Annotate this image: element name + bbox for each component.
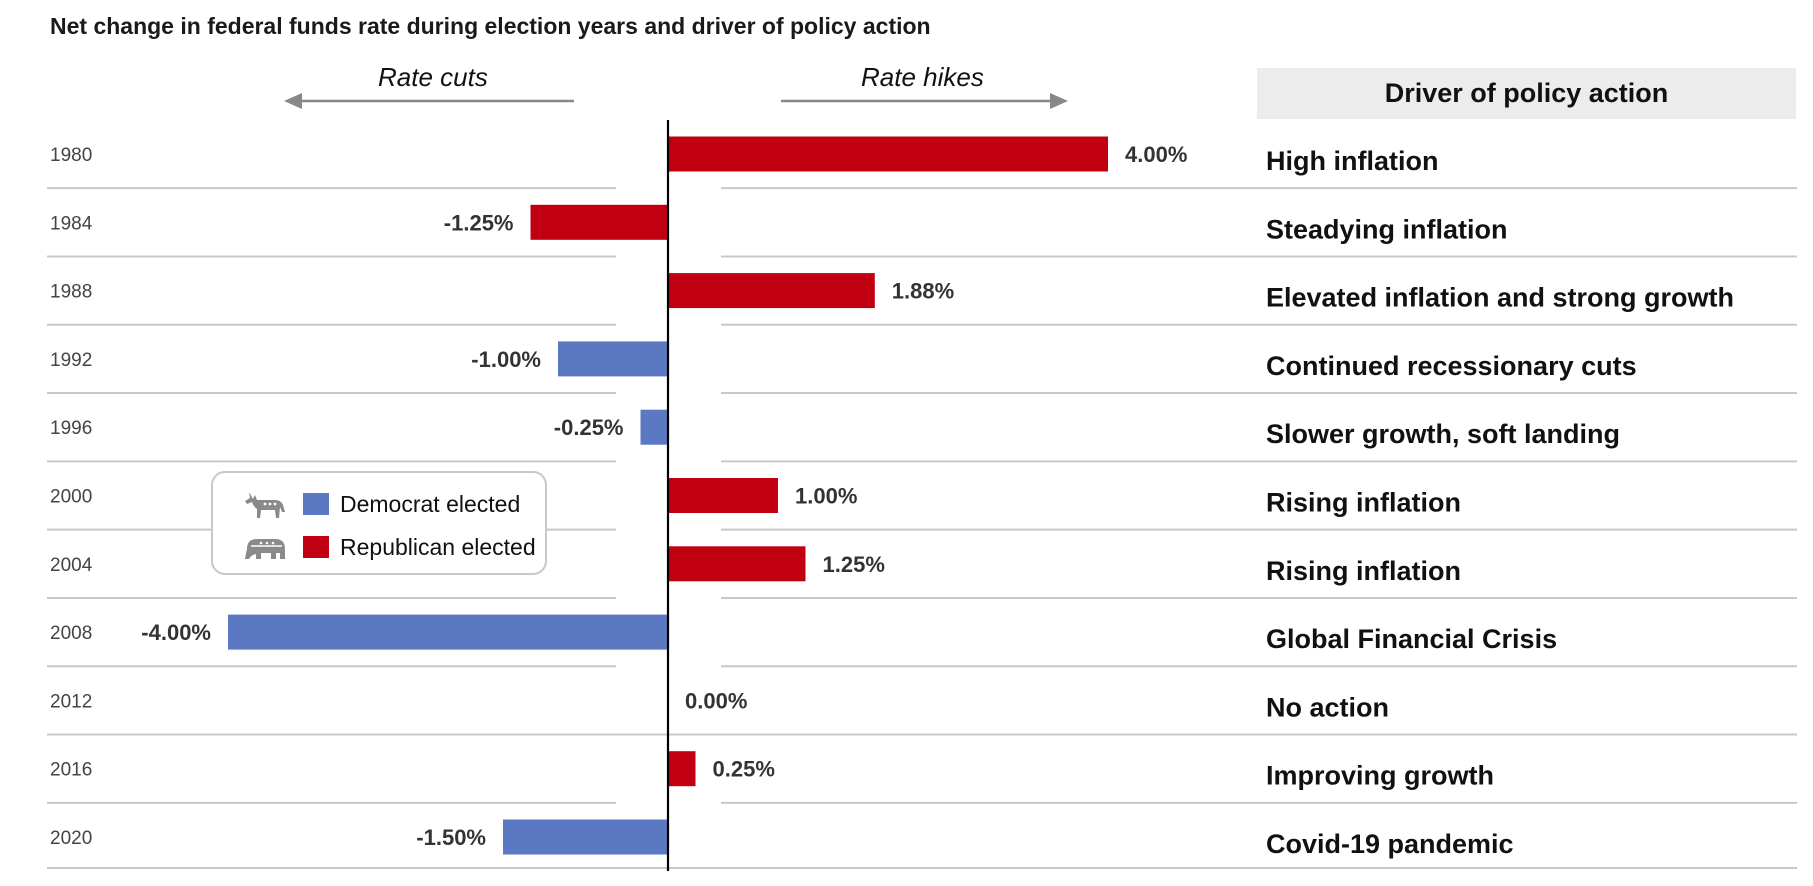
driver-label: Covid-19 pandemic: [1266, 829, 1514, 859]
value-label: -1.25%: [444, 210, 514, 235]
driver-label: Rising inflation: [1266, 556, 1461, 586]
rate-hikes-label: Rate hikes: [861, 62, 984, 92]
year-label: 1988: [50, 282, 92, 303]
year-label: 2000: [50, 487, 92, 508]
elephant-icon: [245, 539, 285, 559]
driver-label: Improving growth: [1266, 761, 1494, 791]
value-label: 0.25%: [713, 757, 775, 782]
year-label: 2008: [50, 623, 92, 644]
year-label: 1980: [50, 145, 92, 166]
rate-hikes-arrow-head: [1050, 93, 1068, 109]
chart-rows: 1980 4.00% High inflation 1984 -1.25% Steadyi…: [47, 136, 1797, 869]
value-label: -4.00%: [141, 620, 211, 645]
value-label: 1.25%: [823, 552, 885, 577]
direction-arrows: [284, 93, 1068, 109]
driver-column-header: Driver of policy action: [1257, 68, 1796, 119]
bar-1988: [668, 273, 875, 309]
value-label: -1.50%: [416, 825, 486, 850]
year-label: 1996: [50, 418, 92, 439]
legend-item-republican: Republican elected: [241, 531, 536, 563]
driver-label: Steadying inflation: [1266, 214, 1508, 244]
year-label: 2012: [50, 691, 92, 712]
driver-label: Elevated inflation and strong growth: [1266, 283, 1734, 313]
bar-2008: [228, 614, 668, 650]
value-label: 0.00%: [685, 688, 747, 713]
legend-item-democrat: Democrat elected: [241, 488, 520, 520]
value-label: -0.25%: [554, 415, 624, 440]
legend-democrat-label: Democrat elected: [340, 490, 521, 517]
legend: Democrat elected Republican elected: [211, 471, 547, 575]
driver-label: Global Financial Crisis: [1266, 624, 1557, 654]
rate-cuts-label: Rate cuts: [378, 62, 488, 92]
legend-republican-label: Republican elected: [340, 533, 536, 560]
value-label: 1.00%: [795, 484, 857, 509]
bar-1992: [558, 341, 668, 377]
republican-swatch: [303, 536, 329, 558]
year-label: 2020: [50, 828, 92, 849]
bar-1980: [668, 136, 1108, 172]
driver-label: Rising inflation: [1266, 488, 1461, 518]
rate-cuts-arrow-head: [284, 93, 302, 109]
chart-title: Net change in federal funds rate during …: [50, 13, 931, 39]
bar-2020: [503, 819, 668, 855]
donkey-icon: [245, 492, 285, 518]
year-label: 1992: [50, 350, 92, 371]
bar-1984: [530, 204, 668, 240]
value-label: -1.00%: [471, 347, 541, 372]
value-label: 1.88%: [892, 279, 954, 304]
driver-label: Continued recessionary cuts: [1266, 351, 1637, 381]
bar-2016: [668, 751, 696, 787]
year-label: 1984: [50, 213, 93, 234]
driver-label: Slower growth, soft landing: [1266, 419, 1620, 449]
value-label: 4.00%: [1125, 142, 1187, 167]
bar-1996: [640, 409, 668, 445]
driver-label: No action: [1266, 692, 1389, 722]
bar-2000: [668, 478, 778, 513]
democrat-swatch: [303, 493, 329, 515]
driver-label: High inflation: [1266, 146, 1438, 176]
bar-2004: [668, 546, 806, 582]
year-label: 2004: [50, 555, 93, 576]
year-label: 2016: [50, 760, 92, 781]
